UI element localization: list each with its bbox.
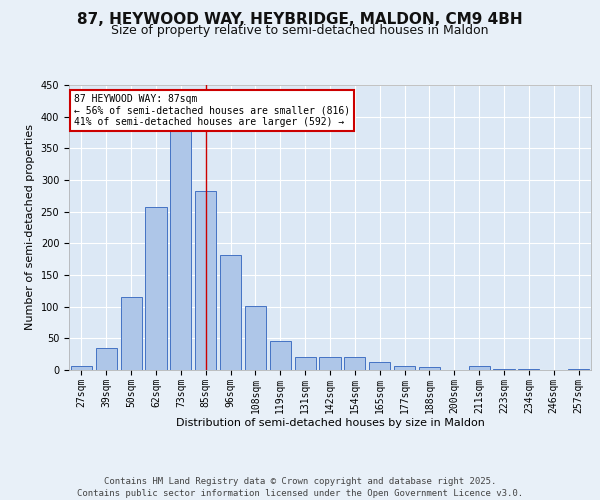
Bar [344,356,365,370]
Bar [96,348,117,370]
Bar [369,362,390,370]
Bar [319,356,341,370]
Bar [220,256,241,370]
Bar [245,306,266,370]
Bar [121,297,142,370]
Bar [270,341,291,370]
Text: Size of property relative to semi-detached houses in Maldon: Size of property relative to semi-detach… [111,24,489,37]
Bar [394,366,415,370]
Bar [419,368,440,370]
Bar [295,356,316,370]
Bar [493,368,515,370]
Bar [170,130,191,370]
Bar [145,206,167,370]
Bar [71,366,92,370]
Bar [195,192,216,370]
Bar [568,368,589,370]
X-axis label: Distribution of semi-detached houses by size in Maldon: Distribution of semi-detached houses by … [176,418,484,428]
Text: Contains HM Land Registry data © Crown copyright and database right 2025.
Contai: Contains HM Land Registry data © Crown c… [77,476,523,498]
Text: 87, HEYWOOD WAY, HEYBRIDGE, MALDON, CM9 4BH: 87, HEYWOOD WAY, HEYBRIDGE, MALDON, CM9 … [77,12,523,28]
Y-axis label: Number of semi-detached properties: Number of semi-detached properties [25,124,35,330]
Text: 87 HEYWOOD WAY: 87sqm
← 56% of semi-detached houses are smaller (816)
41% of sem: 87 HEYWOOD WAY: 87sqm ← 56% of semi-deta… [74,94,350,126]
Bar [469,366,490,370]
